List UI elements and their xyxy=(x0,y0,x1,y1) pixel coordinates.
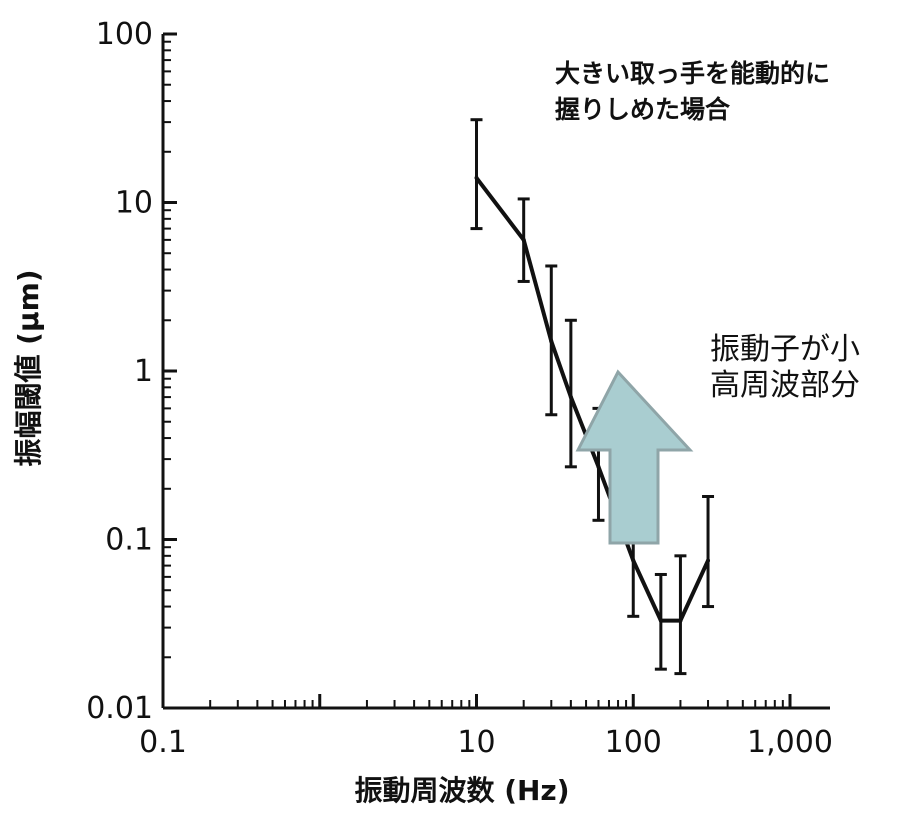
x-tick-label: 1,000 xyxy=(747,725,833,760)
y-axis-title: 振幅閾値 (μm) xyxy=(12,269,45,466)
y-tick-label: 1 xyxy=(134,354,153,389)
x-tick-label: 100 xyxy=(605,725,662,760)
note-line-1: 大きい取っ手を能動的に xyxy=(555,59,830,88)
data-marks xyxy=(470,118,715,676)
x-tick-label: 10 xyxy=(457,725,495,760)
data-point xyxy=(521,237,526,242)
x-tick-label: 0.1 xyxy=(139,725,187,760)
y-tick-label: 0.01 xyxy=(86,691,153,726)
callout-line-2: 高周波部分 xyxy=(710,368,860,403)
y-tick-label: 10 xyxy=(115,186,153,221)
callout-line-1: 振動子が小 xyxy=(710,332,860,367)
data-point xyxy=(568,395,573,400)
up-arrow-icon xyxy=(575,369,694,545)
data-point xyxy=(474,175,479,180)
note-line-2: 握りしめた場合 xyxy=(555,95,731,124)
y-tick-label: 100 xyxy=(96,17,153,52)
data-point xyxy=(596,464,601,469)
data-point xyxy=(678,618,683,623)
data-point xyxy=(549,339,554,344)
data-point xyxy=(706,558,711,563)
series-line xyxy=(474,176,710,623)
y-tick-label: 0.1 xyxy=(105,523,153,558)
x-axis-title: 振動周波数 (Hz) xyxy=(354,774,569,807)
data-point xyxy=(631,558,636,563)
data-point xyxy=(658,618,663,623)
increase-arrow xyxy=(575,369,694,545)
